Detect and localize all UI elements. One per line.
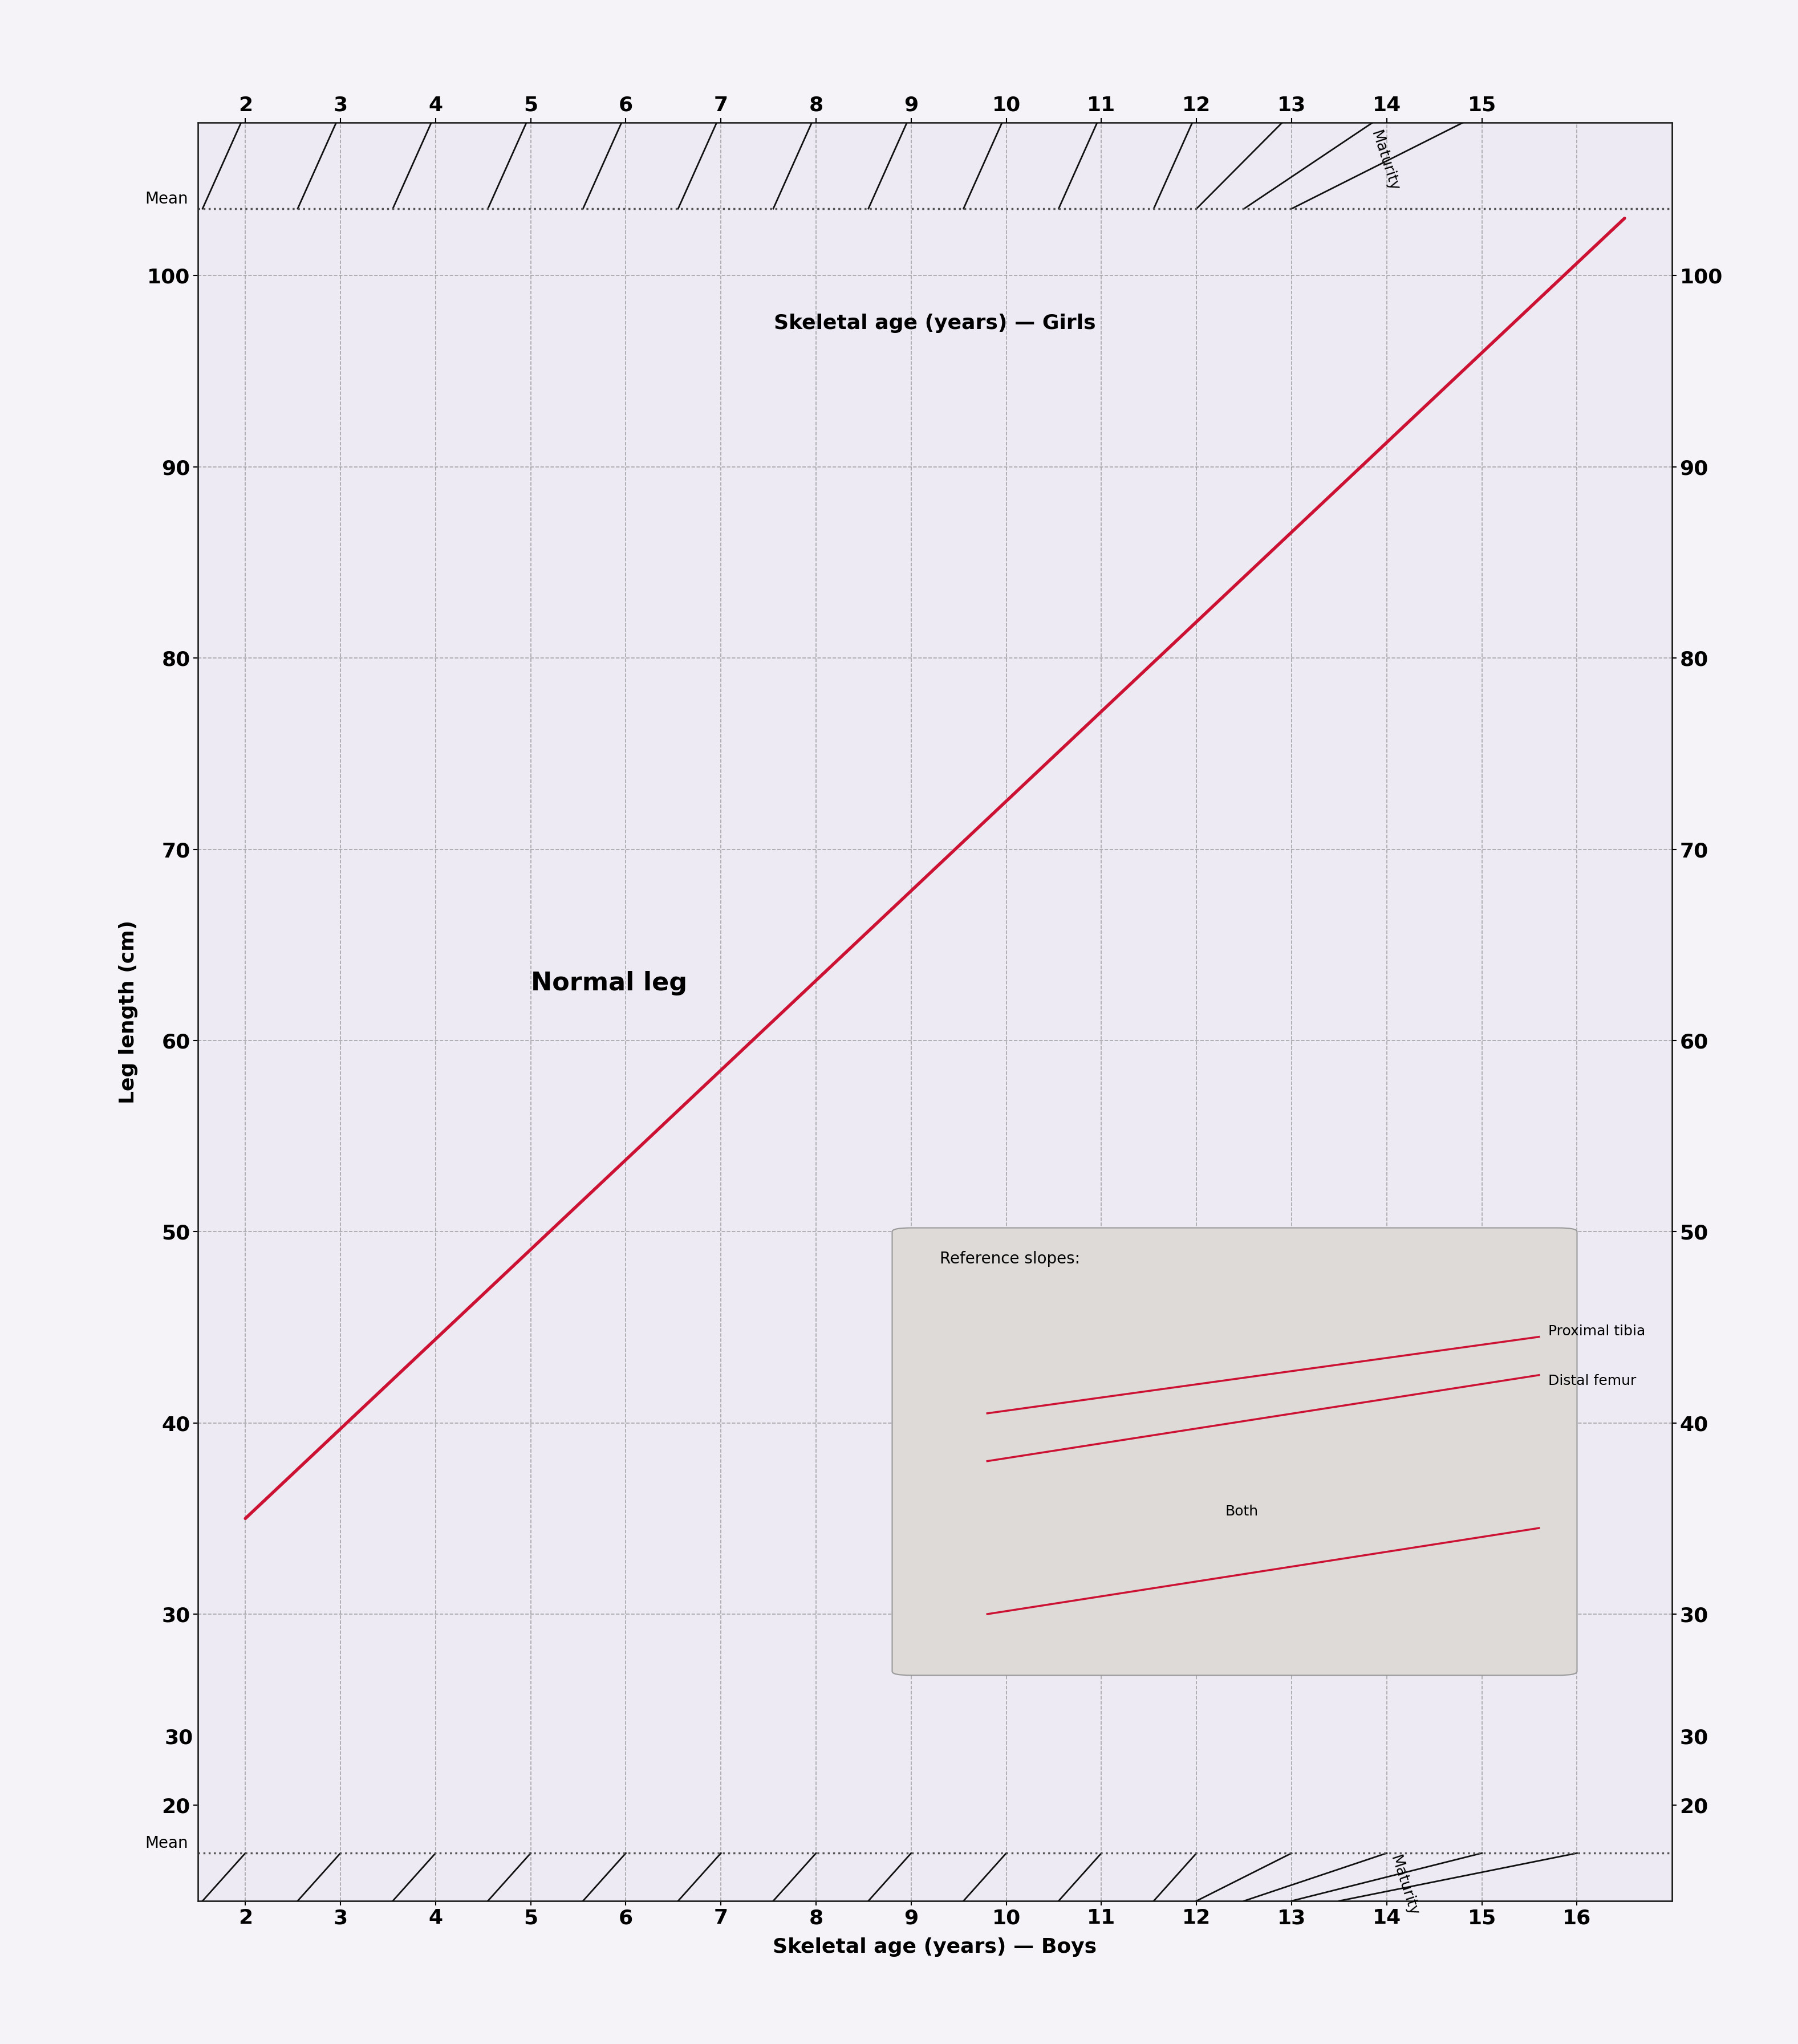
- Text: Proximal tibia: Proximal tibia: [1548, 1325, 1645, 1339]
- X-axis label: Skeletal age (years) — Boys: Skeletal age (years) — Boys: [773, 1938, 1097, 1956]
- Text: Skeletal age (years) — Girls: Skeletal age (years) — Girls: [773, 313, 1097, 333]
- Text: 30: 30: [1679, 1729, 1708, 1748]
- Text: Maturity: Maturity: [1368, 129, 1401, 192]
- Text: Distal femur: Distal femur: [1548, 1374, 1636, 1388]
- Text: Mean: Mean: [146, 190, 189, 206]
- Text: Normal leg: Normal leg: [530, 971, 687, 995]
- Text: Mean: Mean: [146, 1836, 189, 1852]
- Text: 30: 30: [164, 1729, 192, 1748]
- Text: Maturity: Maturity: [1386, 1854, 1420, 1917]
- Text: Reference slopes:: Reference slopes:: [940, 1251, 1081, 1267]
- FancyBboxPatch shape: [892, 1228, 1577, 1676]
- Y-axis label: Leg length (cm): Leg length (cm): [119, 920, 138, 1104]
- Text: Both: Both: [1224, 1504, 1259, 1519]
